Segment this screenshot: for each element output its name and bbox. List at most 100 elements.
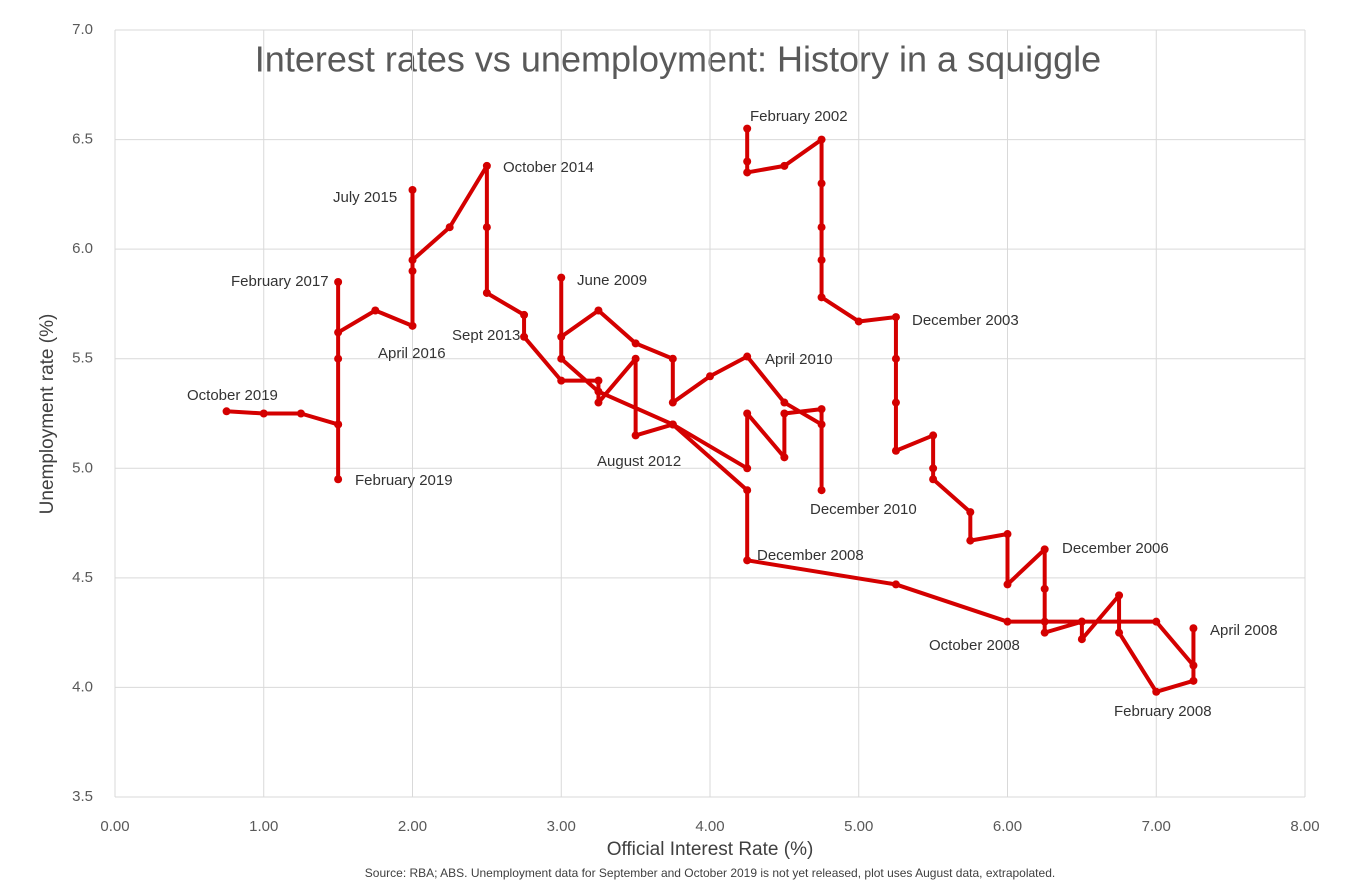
x-tick-label: 3.00 [547,818,576,835]
chart-title: Interest rates vs unemployment: History … [255,39,1101,80]
y-tick-label: 5.0 [72,459,93,476]
data-point [1003,580,1012,589]
data-point [854,317,863,326]
annotation: August 2012 [597,453,681,470]
data-point [817,179,826,188]
data-point [1115,628,1124,637]
y-tick-label: 7.0 [72,21,93,38]
data-point [966,536,975,545]
annotation: February 2017 [231,273,329,290]
data-point [557,273,566,282]
data-point [668,354,677,363]
y-tick-label: 3.5 [72,788,93,805]
x-tick-label: 8.00 [1290,818,1319,835]
data-point [222,407,231,416]
data-point [408,256,417,265]
data-point [780,453,789,462]
data-point [408,321,417,330]
data-point [780,398,789,407]
data-point [1040,545,1049,554]
x-tick-label: 4.00 [695,818,724,835]
data-point [817,293,826,302]
annotation: February 2019 [355,472,453,489]
data-point [817,486,826,495]
data-point [668,420,677,429]
data-point [929,464,938,473]
data-point [1189,624,1198,633]
data-point [1077,635,1086,644]
data-point [631,339,640,348]
data-point [891,580,900,589]
data-point [1152,687,1161,696]
data-point [817,223,826,232]
data-point [594,398,603,407]
data-point [557,354,566,363]
annotation: December 2008 [757,547,864,564]
data-point [1077,617,1086,626]
data-point [1003,617,1012,626]
data-point [891,398,900,407]
y-tick-label: 5.5 [72,350,93,367]
annotation: June 2009 [577,272,647,289]
data-point [929,431,938,440]
data-point [1040,617,1049,626]
data-point [1152,617,1161,626]
data-point [817,256,826,265]
data-point [1189,661,1198,670]
y-tick-label: 6.5 [72,131,93,148]
data-point [445,223,454,232]
data-point [966,508,975,517]
data-point [482,288,491,297]
data-point [706,372,714,381]
data-point [334,278,343,287]
data-point [557,332,566,341]
data-point [929,475,938,484]
data-point [743,486,752,495]
x-tick-label: 0.00 [100,818,129,835]
data-point [594,387,603,396]
source-note: Source: RBA; ABS. Unemployment data for … [365,866,1055,880]
data-point [334,475,343,484]
data-point [631,354,640,363]
data-point [631,431,640,440]
annotation: Sept 2013 [452,327,520,344]
y-tick-label: 4.5 [72,569,93,586]
data-point [520,332,529,341]
annotation: April 2008 [1210,622,1278,639]
y-axis-label: Unemployment rate (%) [37,314,58,515]
data-point [743,157,752,166]
series-line [226,128,1196,694]
data-point [780,409,789,418]
annotation: April 2016 [378,345,446,362]
data-point [334,354,343,363]
data-point [594,306,603,315]
annotation: December 2003 [912,312,1019,329]
data-point [891,446,900,455]
data-point [482,161,491,170]
data-point [817,135,826,144]
x-tick-label: 1.00 [249,818,278,835]
data-point [891,313,900,322]
data-point [408,267,417,276]
x-tick-label: 6.00 [993,818,1022,835]
data-point [334,328,343,337]
data-point [743,464,752,473]
data-point [743,352,752,361]
data-point [1115,591,1124,600]
data-point [371,306,380,315]
data-point [743,168,752,177]
data-point [1003,530,1012,539]
data-point [594,376,603,385]
x-axis-label: Official Interest Rate (%) [607,839,814,860]
x-tick-label: 5.00 [844,818,873,835]
data-point [817,420,826,429]
annotation: December 2010 [810,501,917,518]
data-point [334,420,343,429]
data-point [743,409,752,418]
x-tick-label: 2.00 [398,818,427,835]
data-point [743,556,752,565]
data-point [520,310,529,319]
annotation: December 2006 [1062,540,1169,557]
